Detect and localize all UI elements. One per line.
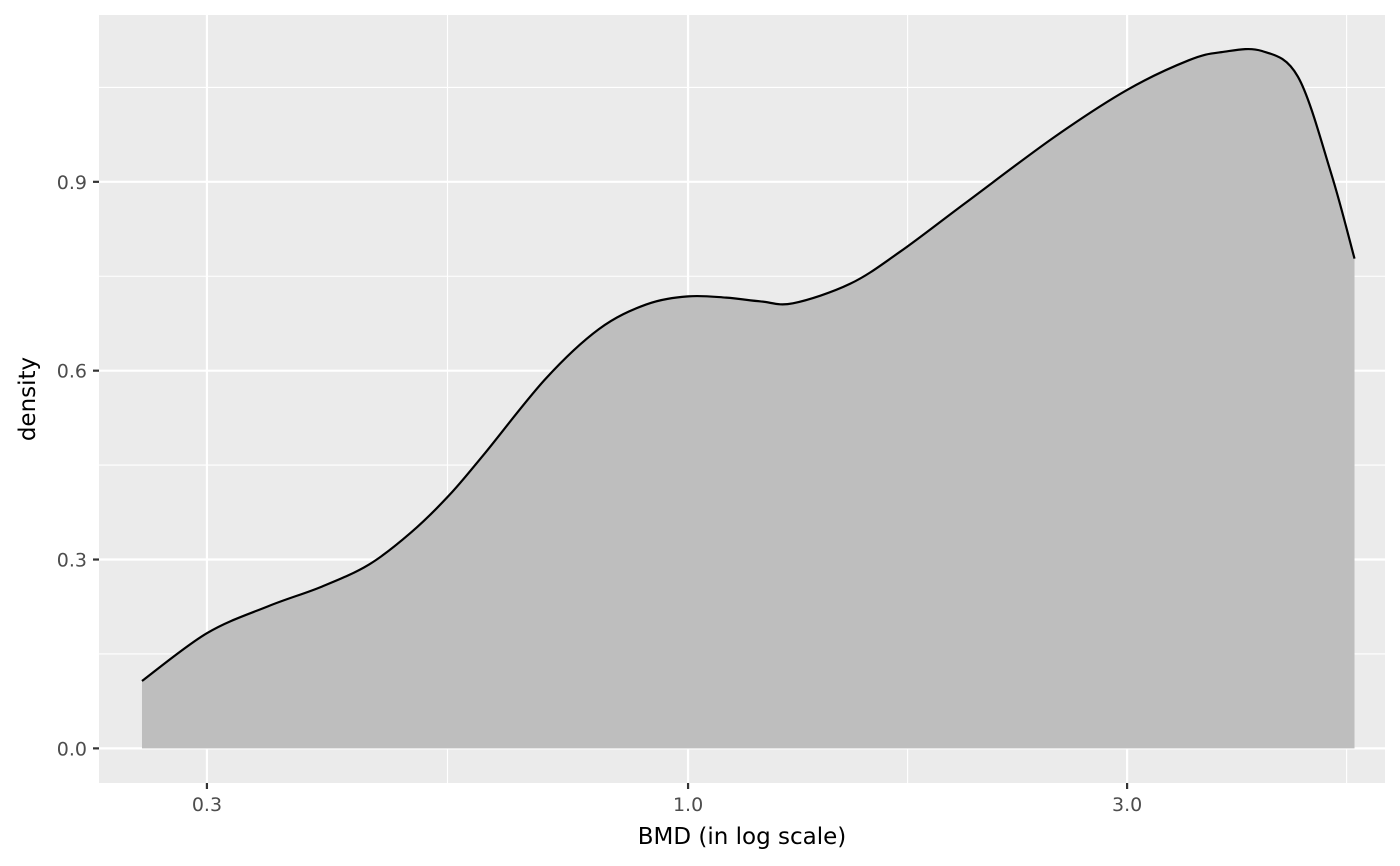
y-axis: 0.0 0.3 0.6 0.9 [57,172,99,760]
x-axis: 0.3 1.0 3.0 [192,783,1142,816]
x-axis-title: BMD (in log scale) [638,824,847,850]
x-tick-label: 1.0 [673,794,703,816]
y-tick-label: 0.0 [57,738,87,760]
x-tick-label: 0.3 [192,794,222,816]
density-line [141,47,1356,682]
y-tick-label: 0.6 [57,361,87,383]
y-tick-label: 0.3 [57,550,87,572]
x-tick-label: 3.0 [1112,794,1142,816]
y-axis-title: density [15,357,41,441]
density-area [141,49,1355,749]
y-tick-label: 0.9 [57,172,87,194]
